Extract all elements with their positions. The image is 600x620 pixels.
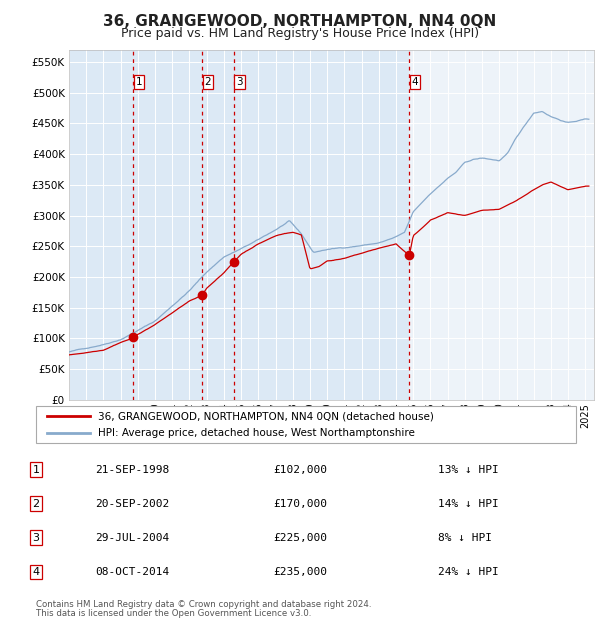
Text: 1: 1 [32,464,40,475]
Text: Contains HM Land Registry data © Crown copyright and database right 2024.: Contains HM Land Registry data © Crown c… [36,600,371,609]
Text: 36, GRANGEWOOD, NORTHAMPTON, NN4 0QN: 36, GRANGEWOOD, NORTHAMPTON, NN4 0QN [103,14,497,29]
Text: 20-SEP-2002: 20-SEP-2002 [95,498,169,509]
Text: 14% ↓ HPI: 14% ↓ HPI [438,498,499,509]
Text: 4: 4 [32,567,40,577]
Bar [69,50,409,400]
Text: HPI: Average price, detached house, West Northamptonshire: HPI: Average price, detached house, West… [98,428,415,438]
Text: 3: 3 [236,77,243,87]
Text: £225,000: £225,000 [273,533,327,543]
Text: 1: 1 [136,77,142,87]
Text: 2: 2 [32,498,40,509]
Text: 4: 4 [412,77,419,87]
Text: 29-JUL-2004: 29-JUL-2004 [95,533,169,543]
Bar [409,50,594,400]
FancyBboxPatch shape [36,406,576,443]
Text: 2: 2 [205,77,211,87]
Text: £170,000: £170,000 [273,498,327,509]
Text: 3: 3 [32,533,40,543]
Text: £102,000: £102,000 [273,464,327,475]
Text: 21-SEP-1998: 21-SEP-1998 [95,464,169,475]
Text: 13% ↓ HPI: 13% ↓ HPI [438,464,499,475]
Text: £235,000: £235,000 [273,567,327,577]
Text: 8% ↓ HPI: 8% ↓ HPI [438,533,492,543]
Text: Price paid vs. HM Land Registry's House Price Index (HPI): Price paid vs. HM Land Registry's House … [121,27,479,40]
Text: 08-OCT-2014: 08-OCT-2014 [95,567,169,577]
Text: 36, GRANGEWOOD, NORTHAMPTON, NN4 0QN (detached house): 36, GRANGEWOOD, NORTHAMPTON, NN4 0QN (de… [98,411,434,421]
Text: 24% ↓ HPI: 24% ↓ HPI [438,567,499,577]
Text: This data is licensed under the Open Government Licence v3.0.: This data is licensed under the Open Gov… [36,608,311,618]
